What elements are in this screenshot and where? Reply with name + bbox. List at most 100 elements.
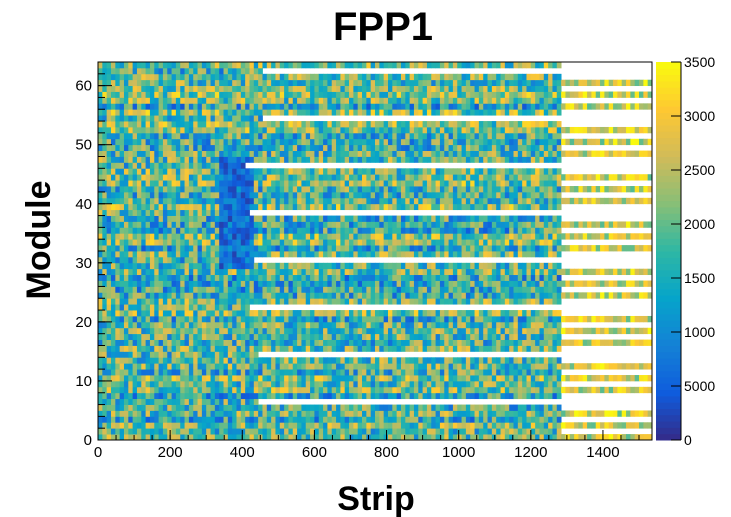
heatmap-cell [400,280,406,287]
heatmap-cell [219,386,224,394]
heatmap-cell [197,292,203,299]
heatmap-cell [98,239,103,246]
heatmap-cell [491,380,497,388]
heatmap-cell [206,369,211,376]
heatmap-cell [219,221,224,228]
heatmap-cell [271,357,276,364]
heatmap-cell [608,327,614,335]
heatmap-cell [145,321,151,329]
heatmap-cell [543,251,549,258]
heatmap-cell [167,227,172,234]
heatmap-cell [569,233,575,240]
heatmap-cell [530,416,536,423]
heatmap-cell [98,162,103,169]
heatmap-cell [509,286,514,293]
heatmap-cell [535,386,540,394]
heatmap-cell [422,428,428,435]
heatmap-cell [149,233,155,240]
heatmap-cell [331,410,337,417]
heatmap-cell [318,180,324,187]
heatmap-cell [292,180,298,187]
heatmap-cell [175,351,181,358]
heatmap-cell [487,280,493,287]
heatmap-cell [426,191,432,199]
heatmap-cell [245,227,250,234]
heatmap-cell [362,333,367,340]
heatmap-cell [604,363,610,370]
heatmap-cell [206,333,211,340]
heatmap-cell [223,280,229,287]
heatmap-cell [288,191,294,199]
heatmap-cell [236,251,242,258]
heatmap-cell [349,327,354,335]
heatmap-cell [336,274,341,281]
heatmap-cell [232,386,237,394]
heatmap-cell [240,428,246,435]
heatmap-cell [245,375,250,382]
heatmap-cell [409,280,415,287]
heatmap-cell [578,268,584,276]
heatmap-cell [392,434,398,441]
heatmap-cell [400,404,406,411]
heatmap-cell [136,333,142,340]
heatmap-cell [357,345,363,352]
heatmap-cell [323,315,328,323]
heatmap-cell [426,233,432,240]
heatmap-cell [158,156,164,163]
heatmap-cell [639,422,644,429]
heatmap-cell [617,174,623,181]
heatmap-cell [132,410,138,417]
heatmap-cell [543,416,549,423]
heatmap-cell [154,404,159,411]
heatmap-cell [98,221,103,228]
heatmap-cell [444,310,449,317]
heatmap-cell [470,375,475,382]
heatmap-cell [643,327,649,335]
heatmap-cell [128,333,134,340]
heatmap-cell [582,197,588,205]
heatmap-cell [487,363,493,370]
heatmap-cell [539,416,545,423]
heatmap-cell [535,404,540,411]
heatmap-cell [236,327,242,335]
heatmap-cell [258,404,263,411]
heatmap-cell [188,386,194,394]
heatmap-cell [349,197,354,205]
heatmap-cell [552,428,558,435]
heatmap-cell [102,375,108,382]
heatmap-cell [162,416,168,423]
heatmap-cell [318,422,324,429]
heatmap-cell [349,262,354,270]
heatmap-cell [258,280,263,287]
heatmap-cell [457,292,462,299]
heatmap-cell [539,268,545,276]
heatmap-cell [474,327,480,335]
heatmap-cell [232,292,237,299]
heatmap-cell [175,280,181,287]
heatmap-cell [362,274,367,281]
heatmap-cell [128,310,134,317]
heatmap-cell [266,251,272,258]
heatmap-cell [162,410,168,417]
heatmap-cell [297,345,302,352]
heatmap-cell [258,333,263,340]
heatmap-cell [613,186,618,193]
heatmap-cell [102,410,108,417]
heatmap-cell [201,274,207,281]
heatmap-cell [491,327,497,335]
heatmap-cell [232,168,237,175]
heatmap-cell [530,215,536,222]
heatmap-cell [362,410,367,417]
heatmap-cell [552,221,558,228]
heatmap-cell [522,422,527,429]
heatmap-cell [323,416,328,423]
heatmap-cell [522,327,527,335]
heatmap-cell [405,292,411,299]
heatmap-cell [500,321,506,329]
heatmap-cell [262,168,268,175]
heatmap-cell [219,298,224,305]
heatmap-cell [167,197,172,205]
heatmap-cell [188,239,194,246]
heatmap-cell [439,227,445,234]
heatmap-cell [305,245,311,252]
